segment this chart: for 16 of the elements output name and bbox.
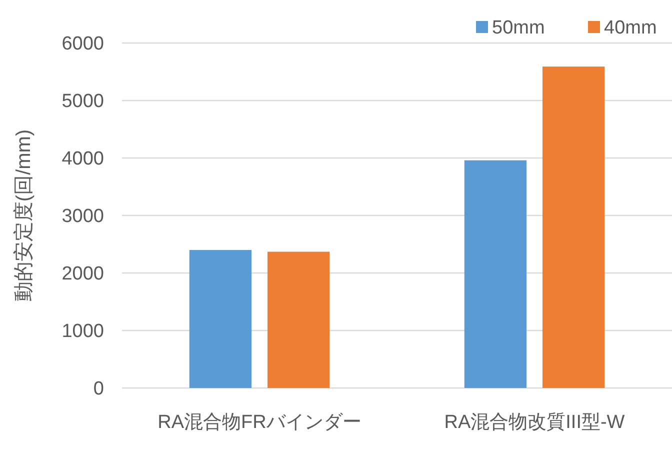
bar bbox=[268, 252, 330, 388]
bar bbox=[464, 160, 526, 388]
bar bbox=[189, 250, 252, 388]
x-tick-label: RA混合物FRバインダー bbox=[158, 412, 362, 433]
y-tick-label: 1000 bbox=[62, 321, 104, 342]
legend-label: 40mm bbox=[604, 18, 657, 39]
y-tick-label: 2000 bbox=[62, 264, 104, 285]
y-tick-label: 5000 bbox=[62, 91, 104, 112]
y-tick-label: 6000 bbox=[62, 34, 104, 55]
legend-label: 50mm bbox=[492, 18, 545, 39]
y-tick-label: 0 bbox=[93, 378, 104, 400]
y-axis-title: 動的安定度(回/mm) bbox=[13, 129, 35, 302]
x-tick-label: RA混合物改質III型-W bbox=[444, 412, 625, 433]
y-tick-label: 4000 bbox=[62, 148, 104, 170]
y-tick-label: 3000 bbox=[62, 206, 104, 228]
bar bbox=[542, 66, 605, 388]
